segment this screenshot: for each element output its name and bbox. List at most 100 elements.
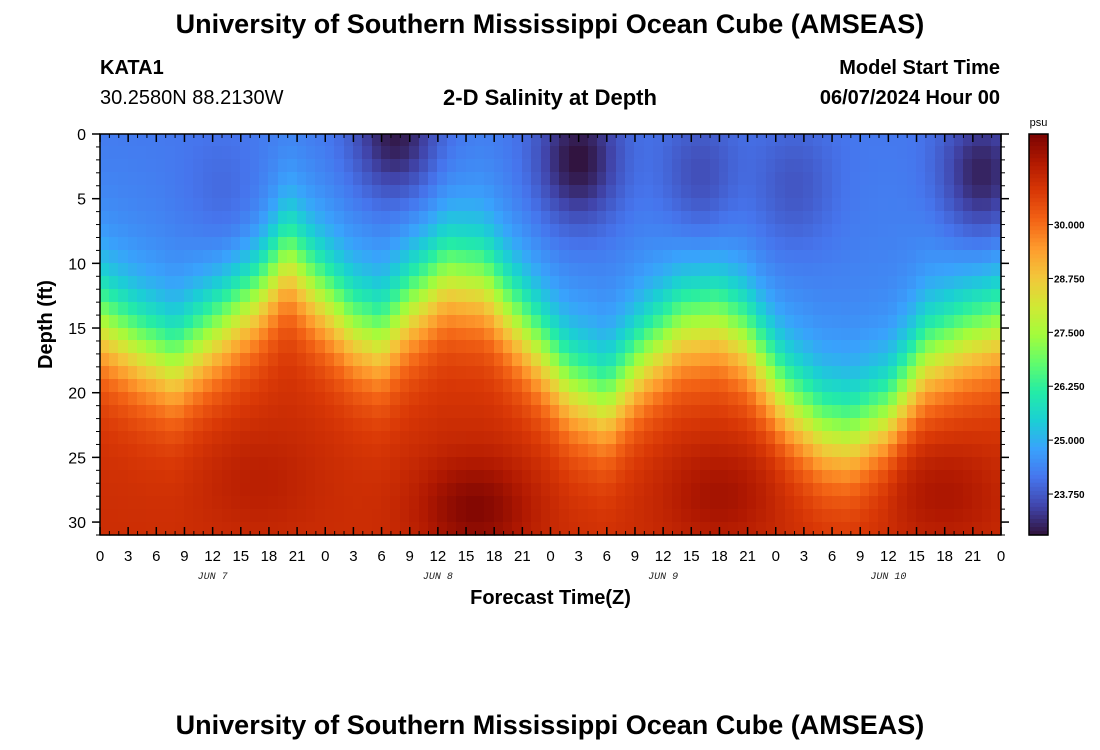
heatmap-cell (306, 237, 317, 252)
heatmap-cell (916, 522, 927, 536)
heatmap-cell (822, 470, 834, 485)
heatmap-cell (240, 185, 252, 200)
heatmap-cell (644, 470, 655, 485)
heatmap-cell (991, 418, 1002, 433)
heatmap-cell (653, 146, 665, 161)
heatmap-cell (569, 444, 580, 459)
heatmap-cell (794, 224, 805, 239)
heatmap-cell (775, 328, 787, 342)
heatmap-cell (616, 237, 627, 252)
heatmap-cell (268, 250, 280, 265)
heatmap-cell (663, 289, 674, 304)
heatmap-cell (175, 457, 186, 472)
heatmap-cell (222, 379, 233, 394)
heatmap-cell (728, 509, 740, 524)
heatmap-cell (259, 509, 270, 524)
heatmap-cell (653, 276, 665, 291)
heatmap-cell (700, 431, 712, 446)
heatmap-cell (466, 250, 477, 265)
heatmap-cell (691, 522, 702, 536)
heatmap-cell (756, 431, 768, 446)
heatmap-cell (606, 483, 618, 498)
heatmap-cell (691, 315, 702, 330)
heatmap-cell (860, 250, 871, 265)
heatmap-cell (287, 522, 299, 536)
heatmap-cell (100, 522, 111, 536)
heatmap-cell (184, 289, 195, 304)
heatmap-cell (869, 172, 880, 187)
heatmap-cell (925, 276, 937, 291)
heatmap-cell (888, 431, 899, 446)
heatmap-cell (897, 379, 909, 394)
heatmap-cell (907, 159, 918, 174)
heatmap-cell (118, 418, 130, 433)
heatmap-cell (231, 483, 242, 498)
heatmap-cell (325, 185, 336, 200)
heatmap-cell (156, 366, 167, 381)
heatmap-cell (860, 185, 871, 200)
heatmap-cell (184, 159, 195, 174)
heatmap-cell (278, 418, 289, 433)
heatmap-cell (146, 250, 158, 265)
heatmap-cell (400, 237, 411, 252)
heatmap-cell (578, 509, 590, 524)
heatmap-cell (625, 315, 636, 330)
heatmap-cell (559, 302, 571, 317)
heatmap-cell (878, 211, 890, 226)
heatmap-cell (832, 172, 843, 187)
heatmap-cell (691, 379, 702, 394)
heatmap-cell (447, 509, 458, 524)
heatmap-cell (728, 172, 740, 187)
heatmap-cell (916, 159, 927, 174)
colorbar-segment (1029, 526, 1048, 532)
heatmap-cell (494, 263, 505, 278)
x-tick-label: 21 (965, 548, 982, 565)
heatmap-cell (897, 146, 909, 161)
heatmap-cell (306, 159, 317, 174)
heatmap-cell (775, 496, 787, 511)
heatmap-cell (710, 340, 721, 355)
heatmap-cell (869, 457, 880, 472)
heatmap-cell (268, 146, 280, 161)
heatmap-cell (616, 340, 627, 355)
heatmap-cell (503, 263, 514, 278)
heatmap-cell (925, 159, 937, 174)
heatmap-cell (663, 457, 674, 472)
heatmap-cell (991, 366, 1002, 381)
heatmap-cell (841, 470, 852, 485)
heatmap-cell (794, 496, 805, 511)
heatmap-cell (710, 224, 721, 239)
heatmap-cell (850, 328, 862, 342)
heatmap-cell (175, 159, 186, 174)
heatmap-cell (672, 340, 683, 355)
heatmap-cell (287, 134, 299, 148)
heatmap-cell (728, 483, 740, 498)
heatmap-cell (419, 496, 430, 511)
heatmap-cell (287, 431, 299, 446)
heatmap-cell (785, 185, 796, 200)
heatmap-cell (128, 353, 139, 368)
heatmap-cell (663, 263, 674, 278)
heatmap-cell (728, 444, 740, 459)
heatmap-cell (447, 172, 458, 187)
heatmap-cell (118, 315, 130, 330)
heatmap-cell (278, 211, 289, 226)
heatmap-cell (672, 302, 683, 317)
heatmap-cell (822, 250, 834, 265)
heatmap-cell (344, 379, 355, 394)
heatmap-cell (822, 302, 834, 317)
heatmap-cell (747, 418, 758, 433)
heatmap-cell (456, 366, 468, 381)
colorbar-segment (1029, 370, 1048, 376)
heatmap-cell (728, 224, 740, 239)
heatmap-cell (644, 353, 655, 368)
heatmap-cell (512, 159, 524, 174)
heatmap-cell (428, 483, 439, 498)
heatmap-cell (128, 302, 139, 317)
heatmap-cell (578, 340, 590, 355)
heatmap-cell (278, 146, 289, 161)
heatmap-cell (137, 198, 148, 213)
heatmap-cell (569, 237, 580, 252)
heatmap-cell (803, 470, 815, 485)
heatmap-cell (588, 146, 599, 161)
